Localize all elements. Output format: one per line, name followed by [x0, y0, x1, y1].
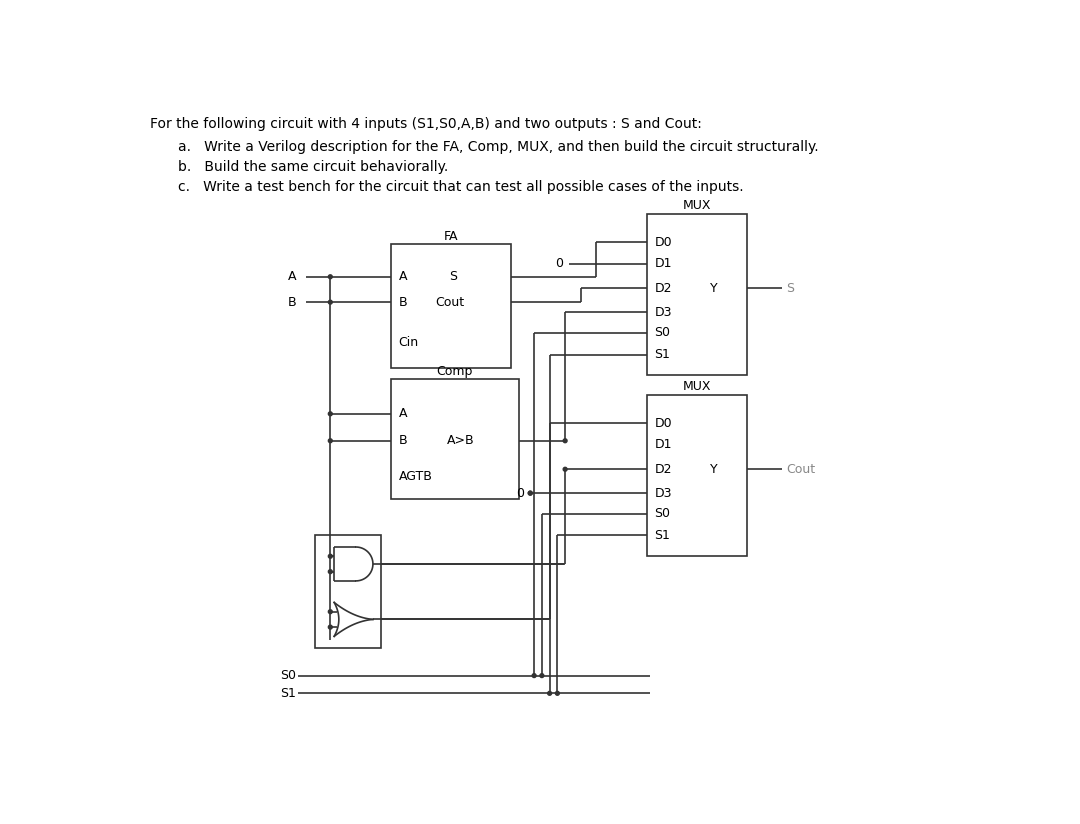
- Circle shape: [563, 439, 567, 442]
- Text: Y: Y: [710, 282, 718, 295]
- Text: b.   Build the same circuit behaviorally.: b. Build the same circuit behaviorally.: [177, 160, 448, 174]
- Text: AGTB: AGTB: [399, 471, 432, 484]
- Circle shape: [328, 300, 333, 304]
- Text: B: B: [399, 296, 407, 309]
- Text: MUX: MUX: [683, 380, 711, 393]
- Text: S0: S0: [654, 508, 671, 521]
- Text: A: A: [399, 270, 407, 283]
- Text: D0: D0: [654, 417, 672, 429]
- Bar: [391, 245, 511, 368]
- Circle shape: [328, 610, 333, 614]
- Text: D3: D3: [654, 487, 672, 499]
- Text: c.   Write a test bench for the circuit that can test all possible cases of the : c. Write a test bench for the circuit th…: [177, 180, 743, 194]
- Circle shape: [555, 691, 559, 695]
- Text: S: S: [786, 282, 794, 295]
- Text: A>B: A>B: [446, 434, 474, 447]
- Circle shape: [328, 625, 333, 629]
- Text: D2: D2: [654, 463, 672, 475]
- Circle shape: [548, 691, 552, 695]
- Circle shape: [563, 467, 567, 471]
- Text: D3: D3: [654, 306, 672, 319]
- Text: Comp: Comp: [436, 365, 473, 377]
- Circle shape: [328, 439, 333, 442]
- Text: S1: S1: [654, 348, 670, 361]
- Circle shape: [540, 674, 544, 677]
- Text: S0: S0: [280, 669, 296, 682]
- Circle shape: [532, 674, 536, 677]
- Text: D1: D1: [654, 257, 672, 270]
- Circle shape: [328, 412, 333, 416]
- Text: a.   Write a Verilog description for the FA, Comp, MUX, and then build the circu: a. Write a Verilog description for the F…: [177, 139, 819, 153]
- Text: D1: D1: [654, 438, 672, 451]
- Text: D2: D2: [654, 282, 672, 295]
- Text: S0: S0: [654, 326, 671, 339]
- Text: For the following circuit with 4 inputs (S1,S0,A,B) and two outputs : S and Cout: For the following circuit with 4 inputs …: [150, 116, 702, 130]
- Text: 0: 0: [555, 257, 563, 270]
- Bar: [391, 379, 518, 499]
- Text: A: A: [287, 270, 296, 283]
- Circle shape: [528, 491, 532, 495]
- Text: 0: 0: [516, 487, 524, 499]
- Text: Y: Y: [710, 463, 718, 475]
- Text: B: B: [287, 296, 296, 309]
- Bar: [647, 213, 747, 375]
- Circle shape: [328, 555, 333, 558]
- Bar: [314, 536, 380, 648]
- Text: D0: D0: [654, 236, 672, 249]
- Text: B: B: [399, 434, 407, 447]
- Circle shape: [328, 275, 333, 279]
- Text: Cout: Cout: [786, 463, 815, 475]
- Text: Cout: Cout: [435, 296, 464, 309]
- Circle shape: [328, 569, 333, 574]
- Text: S: S: [449, 270, 457, 283]
- Text: Cin: Cin: [399, 336, 419, 349]
- Text: MUX: MUX: [683, 199, 711, 212]
- Text: S1: S1: [281, 687, 296, 700]
- Text: FA: FA: [444, 230, 458, 243]
- Text: A: A: [399, 407, 407, 420]
- Text: S1: S1: [654, 529, 670, 542]
- Bar: [647, 395, 747, 556]
- Circle shape: [528, 491, 532, 495]
